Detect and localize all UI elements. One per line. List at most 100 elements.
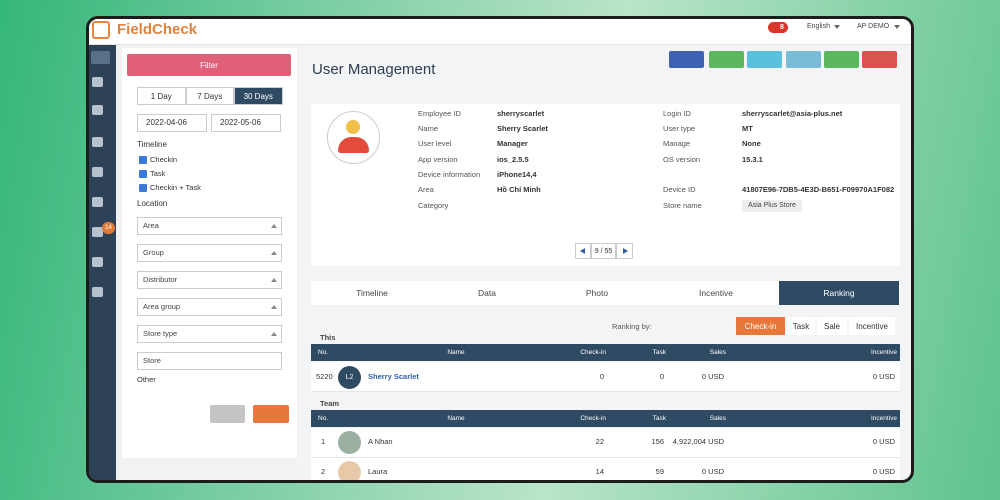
- search-button[interactable]: [253, 405, 289, 423]
- store-input[interactable]: Store: [137, 352, 282, 370]
- table-header: [311, 344, 900, 361]
- select[interactable]: Store type: [137, 325, 282, 343]
- team-label: Team: [320, 399, 340, 408]
- field-value: MT: [742, 124, 753, 133]
- avatar-body: [338, 137, 369, 153]
- notification-badge[interactable]: [768, 22, 788, 33]
- checkbox[interactable]: [139, 184, 147, 192]
- language[interactable]: English: [807, 23, 830, 30]
- pager[interactable]: 9 / 55: [591, 243, 616, 259]
- field-label: Device ID: [663, 185, 696, 194]
- field-label: Manage: [663, 139, 691, 148]
- page-title: User Management: [312, 61, 436, 78]
- table-header: [311, 410, 900, 427]
- sidebar-icon[interactable]: [92, 77, 103, 87]
- initials-avatar: L2: [338, 366, 361, 389]
- cell-checkin: 22: [595, 437, 604, 446]
- select[interactable]: Area group: [137, 298, 282, 316]
- sidebar-toggle[interactable]: [91, 51, 110, 64]
- column-header: Check-in: [580, 414, 606, 422]
- cell-task: 59: [655, 467, 664, 476]
- column-header: Name: [447, 348, 465, 356]
- range-button[interactable]: 30 Days: [234, 87, 283, 105]
- date-input[interactable]: 2022-04-06: [137, 114, 207, 132]
- field-label: OS version: [663, 155, 701, 164]
- cell-incentive: 0 USD: [872, 467, 895, 476]
- column-header: Sales: [709, 414, 726, 422]
- filter-button[interactable]: Filter: [127, 54, 291, 76]
- field-label: Store name: [663, 201, 702, 210]
- cell-task: 0: [659, 372, 664, 381]
- sidebar-icon[interactable]: [92, 105, 103, 115]
- field-label: User type: [663, 124, 696, 133]
- field-value: Manager: [497, 139, 528, 148]
- pager-next-arrow: [623, 248, 628, 254]
- select[interactable]: Group: [137, 244, 282, 262]
- action-button[interactable]: [669, 51, 704, 68]
- tab[interactable]: Timeline: [356, 288, 388, 298]
- tab-active[interactable]: Ranking: [779, 281, 899, 305]
- cell-sales: 0 USD: [701, 467, 724, 476]
- tab[interactable]: Photo: [585, 288, 609, 298]
- column-header: Check-in: [580, 348, 606, 356]
- account[interactable]: AP DEMO: [857, 23, 890, 30]
- field-label: Category: [418, 201, 449, 210]
- tab[interactable]: Data: [478, 288, 496, 298]
- ranking-option[interactable]: Check-in: [736, 317, 785, 335]
- cell-sales: 4,922,004 USD: [672, 437, 724, 446]
- field-label: User level: [418, 139, 452, 148]
- caret-up: [271, 251, 277, 255]
- caret-up: [271, 332, 277, 336]
- sidebar-icon[interactable]: [92, 227, 103, 237]
- checkbox[interactable]: [139, 156, 147, 164]
- table-row: [311, 428, 900, 458]
- field-label: Login ID: [663, 109, 691, 118]
- sidebar-icon[interactable]: [92, 167, 103, 177]
- caret-down: [834, 25, 840, 29]
- avatar-head: [346, 120, 360, 134]
- field-label: Name: [418, 124, 439, 133]
- this-label: This: [320, 333, 336, 342]
- notification-count: 8: [780, 23, 784, 31]
- cell-checkin: 14: [595, 467, 604, 476]
- action-button[interactable]: [709, 51, 744, 68]
- action-button[interactable]: [862, 51, 897, 68]
- field-value: None: [742, 139, 761, 148]
- ranking-label: Ranking by:: [612, 322, 652, 331]
- range-button[interactable]: 1 Day: [137, 87, 186, 105]
- column-header: No.: [318, 414, 329, 422]
- field-value: iPhone14,4: [497, 170, 537, 179]
- logo-icon: [92, 21, 110, 39]
- action-button[interactable]: [824, 51, 859, 68]
- action-button[interactable]: [786, 51, 821, 68]
- checkbox[interactable]: [139, 170, 147, 178]
- checkbox-label: Checkin: [150, 155, 178, 164]
- date-input[interactable]: 2022-05-06: [211, 114, 281, 132]
- cell-name: Sherry Scarlet: [368, 372, 419, 381]
- profile-card: [311, 104, 900, 266]
- column-header: Sales: [709, 348, 726, 356]
- field-value: ios_2.5.5: [497, 155, 529, 164]
- cell-no: 5220: [316, 372, 333, 381]
- cell-sales: 0 USD: [701, 372, 724, 381]
- logo: FieldCheck: [117, 21, 198, 38]
- other-label: Other: [137, 375, 156, 384]
- select[interactable]: Area: [137, 217, 282, 235]
- select[interactable]: Distributor: [137, 271, 282, 289]
- ranking-option[interactable]: Sale: [817, 317, 847, 335]
- action-button[interactable]: [747, 51, 782, 68]
- ranking-option[interactable]: Task: [787, 317, 815, 335]
- location-label: Location: [137, 199, 168, 208]
- cell-no: 2: [321, 467, 326, 476]
- sidebar-icon[interactable]: [92, 257, 103, 267]
- avatar: [327, 111, 380, 164]
- sidebar-icon[interactable]: [92, 197, 103, 207]
- pager-prev-arrow: [580, 248, 585, 254]
- range-button[interactable]: 7 Days: [185, 87, 234, 105]
- reset-button[interactable]: [210, 405, 245, 423]
- ranking-option[interactable]: Incentive: [849, 317, 895, 335]
- sidebar-icon[interactable]: [92, 137, 103, 147]
- sidebar-icon[interactable]: [92, 287, 103, 297]
- tab[interactable]: Incentive: [698, 288, 734, 298]
- sidebar-badge-count: 14: [105, 225, 112, 231]
